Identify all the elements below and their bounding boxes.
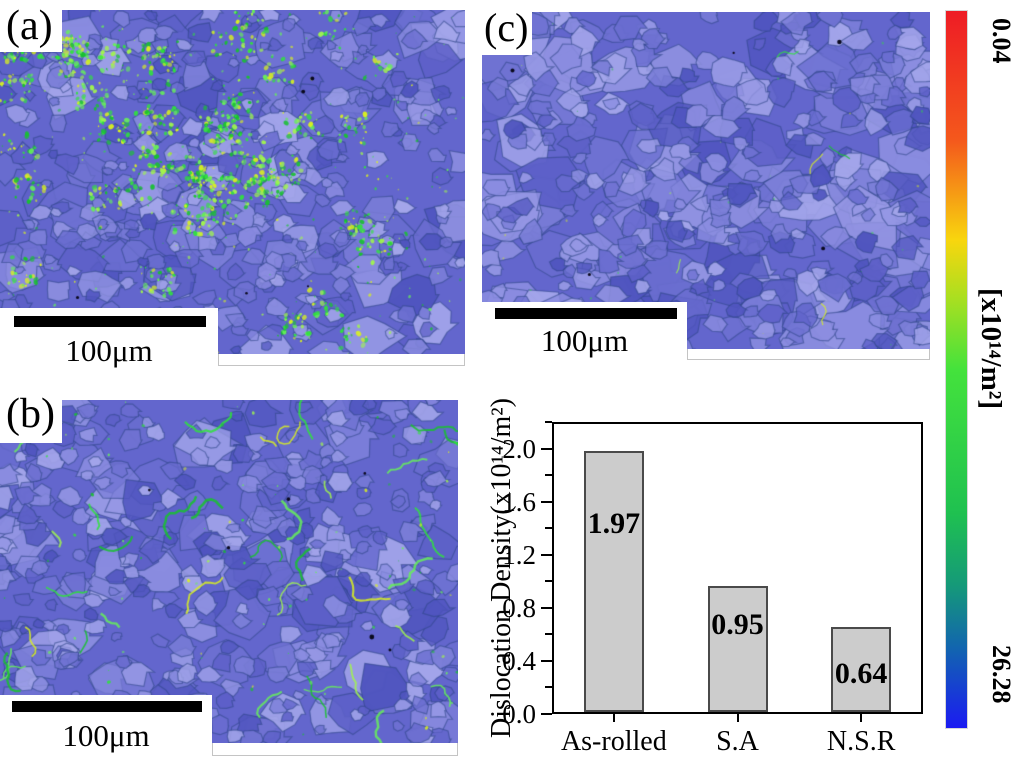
bar-value-label: 0.95 bbox=[711, 607, 764, 641]
panel-c-label: (c) bbox=[484, 5, 529, 50]
panel-b-label: (b) bbox=[6, 391, 55, 437]
y-axis-major-tick bbox=[541, 713, 552, 715]
y-axis-major-tick bbox=[541, 553, 552, 556]
panel-a-label-notch: (a) bbox=[0, 0, 62, 52]
bar-value-label: 0.64 bbox=[834, 657, 888, 691]
bar-s-a bbox=[707, 585, 768, 712]
y-axis-major-tick bbox=[541, 606, 552, 609]
panel-b-scalebar-label: 100μm bbox=[62, 718, 150, 753]
y-axis-minor-tick bbox=[545, 580, 552, 583]
bar-n-s-r bbox=[831, 627, 892, 712]
y-axis-tick-label: 0.4 bbox=[502, 645, 536, 676]
micrograph-b bbox=[0, 400, 458, 743]
colorbar-min-label: 26.28 bbox=[987, 645, 1016, 704]
colorbar-gradient bbox=[945, 10, 968, 729]
y-axis-tick-label: 0.0 bbox=[502, 699, 536, 729]
y-axis-minor-tick bbox=[545, 527, 552, 530]
y-axis-minor-tick bbox=[545, 686, 552, 689]
panel-a-scalebar-label: 100μm bbox=[65, 333, 153, 368]
panel-a-bottom-strip bbox=[218, 354, 465, 366]
y-axis-minor-tick bbox=[545, 421, 552, 423]
y-axis-major-tick bbox=[541, 500, 552, 503]
micrograph-a bbox=[0, 10, 465, 354]
panel-a-scalebar: 100μm bbox=[0, 308, 218, 376]
colorbar-max-label: 0.04 bbox=[987, 18, 1016, 64]
y-axis-tick-label: 1.6 bbox=[502, 486, 536, 517]
colorbar-unit-label: [x10¹⁴/m²] bbox=[975, 288, 1007, 410]
panel-b-scalebar: 100μm bbox=[0, 695, 212, 757]
y-axis-tick-label: 2.0 bbox=[502, 433, 536, 464]
x-axis-category-label: S.A bbox=[716, 726, 759, 757]
y-axis-minor-tick bbox=[545, 633, 552, 636]
micrograph-c bbox=[482, 12, 930, 349]
panel-c-scalebar: 100μm bbox=[482, 302, 687, 360]
y-axis-major-tick bbox=[541, 447, 552, 450]
y-axis-tick-label: 0.8 bbox=[502, 592, 536, 623]
x-axis-tick bbox=[860, 714, 863, 722]
panel-b-scalebar-line bbox=[12, 701, 202, 712]
x-axis-category-label: As-rolled bbox=[560, 726, 667, 757]
panel-b-bottom-strip bbox=[212, 743, 458, 756]
bar-value-label: 1.97 bbox=[587, 506, 641, 540]
y-axis-minor-tick bbox=[545, 474, 552, 477]
x-axis-category-label: N.S.R bbox=[826, 726, 896, 757]
x-axis-tick bbox=[736, 714, 739, 722]
panel-a-label: (a) bbox=[6, 3, 53, 49]
y-axis-major-tick bbox=[541, 659, 552, 662]
bar-as-rolled bbox=[583, 450, 644, 712]
panel-c-bottom-strip bbox=[687, 349, 930, 360]
panel-b-label-notch: (b) bbox=[0, 385, 62, 443]
panel-a-scalebar-line bbox=[14, 316, 206, 327]
x-axis-tick bbox=[612, 714, 615, 722]
panel-c-scalebar-line bbox=[495, 308, 677, 319]
panel-c-scalebar-label: 100μm bbox=[540, 323, 629, 358]
y-axis-tick-label: 1.2 bbox=[502, 539, 536, 570]
panel-c-label-notch: (c) bbox=[482, 0, 532, 55]
